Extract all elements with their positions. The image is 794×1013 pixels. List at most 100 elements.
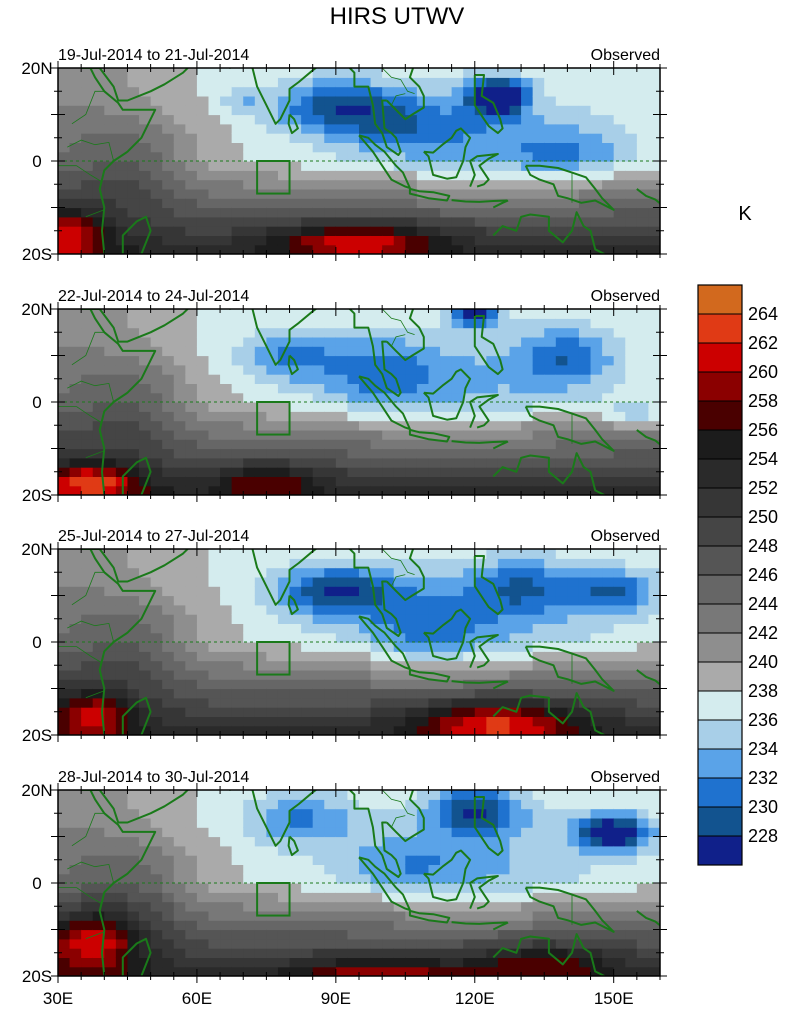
field-cell <box>324 790 337 800</box>
field-cell <box>463 411 476 422</box>
field-cell <box>428 383 441 394</box>
field-cell <box>382 467 395 477</box>
field-cell <box>451 948 464 958</box>
field-cell <box>359 77 372 88</box>
field-cell <box>173 161 186 171</box>
field-cell <box>474 920 487 931</box>
field-cell <box>162 68 175 78</box>
field-cell <box>602 790 615 800</box>
field-cell <box>115 161 129 171</box>
field-cell <box>578 642 592 652</box>
field-cell <box>139 669 152 680</box>
field-cell <box>208 836 221 847</box>
field-cell <box>289 948 302 958</box>
field-cell <box>127 576 140 587</box>
field-cell <box>312 817 325 828</box>
field-cell <box>243 179 256 190</box>
field-cell <box>497 467 511 477</box>
field-cell <box>578 336 592 347</box>
border-line <box>381 549 415 575</box>
field-cell <box>347 383 360 394</box>
coastline <box>386 549 425 602</box>
field-cell <box>555 392 568 403</box>
field-cell <box>220 910 233 921</box>
field-cell <box>58 864 71 875</box>
field-cell <box>115 948 129 958</box>
field-cell <box>150 420 163 431</box>
field-cell <box>382 660 395 671</box>
field-cell <box>115 642 129 652</box>
field-cell <box>312 86 325 97</box>
field-cell <box>127 235 140 246</box>
field-cell <box>162 429 175 440</box>
field-cell <box>127 883 140 893</box>
lat-tick-label: 20N <box>21 300 52 319</box>
field-cell <box>370 651 383 662</box>
field-cell <box>463 105 476 116</box>
field-cell <box>648 697 660 708</box>
field-cell <box>509 901 522 912</box>
field-cell <box>428 614 441 624</box>
field-cell <box>231 558 244 569</box>
field-cell <box>451 383 464 394</box>
field-cell <box>208 476 221 487</box>
coastline <box>524 886 615 933</box>
field-cell <box>532 604 545 615</box>
field-cell <box>613 697 626 708</box>
field-cell <box>416 198 430 209</box>
field-cell <box>139 151 152 162</box>
field-cell <box>335 392 349 403</box>
field-cell <box>208 966 221 976</box>
field-cell <box>474 688 487 699</box>
field-cell <box>393 614 406 624</box>
field-cell <box>347 448 360 459</box>
field-cell <box>231 595 244 606</box>
field-cell <box>150 845 163 856</box>
field-cell <box>150 198 163 209</box>
field-cell <box>115 549 129 559</box>
field-cell <box>347 957 360 968</box>
field-cell <box>451 95 464 106</box>
field-cell <box>266 883 279 893</box>
field-cell <box>139 244 152 254</box>
field-cell <box>69 910 82 921</box>
field-cell <box>58 845 71 856</box>
field-cell <box>416 669 430 680</box>
field-cell <box>359 817 372 828</box>
field-cell <box>428 586 441 597</box>
field-cell <box>185 114 198 125</box>
field-cell <box>312 614 325 624</box>
field-cell <box>173 576 186 587</box>
border-line <box>71 571 105 606</box>
field-cell <box>324 549 337 559</box>
field-cell <box>370 604 383 615</box>
border-line <box>71 331 105 366</box>
field-cell <box>648 938 660 949</box>
lat-tick-label: 20S <box>22 245 52 264</box>
field-cell <box>289 827 302 838</box>
field-cell <box>58 595 71 606</box>
field-cell <box>185 429 198 440</box>
field-cell <box>636 411 650 422</box>
field-cell <box>497 336 511 347</box>
field-cell <box>324 883 337 893</box>
field-cell <box>81 948 94 958</box>
field-cell <box>173 920 186 931</box>
field-cell <box>497 855 511 865</box>
field-cell <box>405 364 418 375</box>
field-cell <box>625 402 638 412</box>
field-cell <box>277 845 291 856</box>
field-cell <box>625 576 638 587</box>
field-cell <box>92 170 105 181</box>
field-cell <box>370 318 383 329</box>
field-cell <box>231 429 244 440</box>
field-cell <box>347 808 360 819</box>
field-cell <box>324 707 337 717</box>
field-cell <box>324 476 337 487</box>
field-cell <box>486 855 499 865</box>
field-cell <box>347 420 360 431</box>
field-cell <box>590 133 603 143</box>
field-cell <box>370 883 383 893</box>
field-cell <box>58 836 71 847</box>
field-cell <box>451 567 464 578</box>
